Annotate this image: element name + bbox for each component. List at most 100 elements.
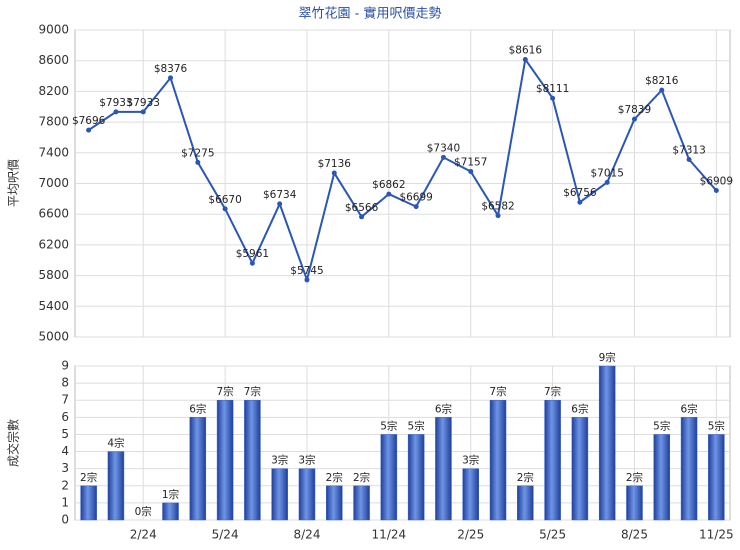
point bbox=[440, 154, 446, 160]
bar bbox=[298, 468, 316, 521]
data-label: 2宗 bbox=[80, 471, 97, 484]
data-label: $7275 bbox=[181, 147, 214, 159]
point bbox=[86, 127, 92, 133]
data-label: $6566 bbox=[345, 202, 379, 214]
data-label: 3宗 bbox=[271, 454, 288, 467]
bar bbox=[326, 485, 343, 521]
point bbox=[249, 260, 255, 266]
point bbox=[168, 75, 174, 81]
point bbox=[222, 206, 228, 212]
data-label: 7宗 bbox=[489, 385, 506, 398]
data-label: $6734 bbox=[263, 189, 297, 201]
bar bbox=[189, 417, 207, 521]
data-label: 1宗 bbox=[162, 488, 179, 501]
x-tick-label: 5/25 bbox=[539, 528, 566, 542]
data-label: $8616 bbox=[509, 44, 543, 56]
bar bbox=[571, 417, 589, 521]
y-tick-label: 9 bbox=[61, 359, 69, 373]
point bbox=[631, 116, 637, 122]
data-label: 5宗 bbox=[380, 419, 397, 432]
bar bbox=[680, 417, 698, 521]
data-label: $7313 bbox=[672, 144, 705, 156]
bar bbox=[216, 399, 234, 521]
y-tick-label: 4 bbox=[61, 444, 69, 458]
point bbox=[713, 187, 719, 193]
point bbox=[604, 179, 610, 185]
bar bbox=[407, 434, 425, 521]
data-label: $5745 bbox=[290, 265, 323, 277]
data-label: 0宗 bbox=[135, 505, 152, 518]
y-tick-label: 7 bbox=[61, 393, 69, 407]
x-tick-label: 5/24 bbox=[212, 528, 239, 542]
point bbox=[304, 277, 310, 283]
point bbox=[113, 109, 119, 115]
data-label: 5宗 bbox=[653, 419, 670, 432]
bar bbox=[708, 434, 725, 521]
data-label: 7宗 bbox=[217, 385, 234, 398]
data-label: $7933 bbox=[99, 97, 132, 109]
data-label: 6宗 bbox=[680, 402, 697, 415]
y-tick-label: 7000 bbox=[38, 176, 69, 190]
x-tick-label: 11/25 bbox=[699, 528, 734, 542]
point bbox=[577, 199, 583, 205]
bar bbox=[489, 399, 507, 521]
y-tick-label: 5800 bbox=[38, 268, 69, 282]
point bbox=[659, 87, 665, 93]
line bbox=[88, 56, 718, 284]
bar bbox=[244, 399, 261, 521]
bar bbox=[598, 365, 616, 521]
bar bbox=[353, 485, 370, 521]
data-label: $7157 bbox=[454, 156, 487, 168]
data-label: $6909 bbox=[700, 175, 733, 187]
point bbox=[331, 170, 337, 176]
data-label: 5宗 bbox=[708, 419, 725, 432]
data-label: $8111 bbox=[536, 83, 569, 95]
x-tick-label: 8/25 bbox=[621, 528, 648, 542]
point bbox=[468, 168, 474, 174]
y-tick-label: 0 bbox=[61, 513, 69, 527]
plot-area bbox=[74, 365, 731, 521]
y-tick-label: 6 bbox=[61, 410, 69, 424]
x-tick-label: 8/24 bbox=[294, 528, 321, 542]
data-label: $6756 bbox=[563, 187, 597, 199]
point bbox=[277, 201, 283, 207]
data-label: 2宗 bbox=[353, 471, 370, 484]
bar bbox=[653, 434, 671, 521]
y-tick-label: 8 bbox=[61, 376, 69, 390]
y-tick-label: 5 bbox=[61, 427, 69, 441]
data-label: 4宗 bbox=[107, 437, 124, 450]
y-tick-label: 6600 bbox=[38, 207, 69, 221]
y-tick-label: 5400 bbox=[38, 299, 69, 313]
bar bbox=[626, 485, 643, 521]
point bbox=[686, 156, 692, 162]
data-label: 3宗 bbox=[298, 454, 315, 467]
point bbox=[413, 204, 419, 210]
y-tick-label: 7800 bbox=[38, 115, 69, 129]
x-tick-label: 2/25 bbox=[457, 528, 484, 542]
point bbox=[140, 109, 146, 115]
y-tick-label: 6200 bbox=[38, 237, 69, 251]
data-label: 3宗 bbox=[462, 454, 479, 467]
bar bbox=[80, 485, 97, 521]
bar bbox=[462, 468, 479, 521]
data-label: $6670 bbox=[208, 194, 241, 206]
point bbox=[195, 159, 201, 165]
data-label: $8216 bbox=[645, 75, 679, 87]
data-label: $6862 bbox=[372, 179, 405, 191]
y-tick-label: 5000 bbox=[38, 330, 69, 344]
data-label: $8376 bbox=[154, 63, 188, 75]
data-label: 7宗 bbox=[244, 385, 261, 398]
bar bbox=[107, 451, 125, 521]
bar bbox=[517, 485, 534, 521]
point bbox=[386, 191, 392, 197]
data-label: $7839 bbox=[618, 104, 651, 116]
point bbox=[359, 214, 365, 220]
data-label: $7933 bbox=[127, 97, 160, 109]
y-tick-label: 2 bbox=[61, 478, 69, 492]
data-label: $7340 bbox=[427, 142, 460, 154]
point bbox=[522, 56, 528, 62]
y-tick-label: 8600 bbox=[38, 53, 69, 67]
x-tick-label: 11/24 bbox=[372, 528, 407, 542]
data-label: $6699 bbox=[399, 192, 432, 204]
